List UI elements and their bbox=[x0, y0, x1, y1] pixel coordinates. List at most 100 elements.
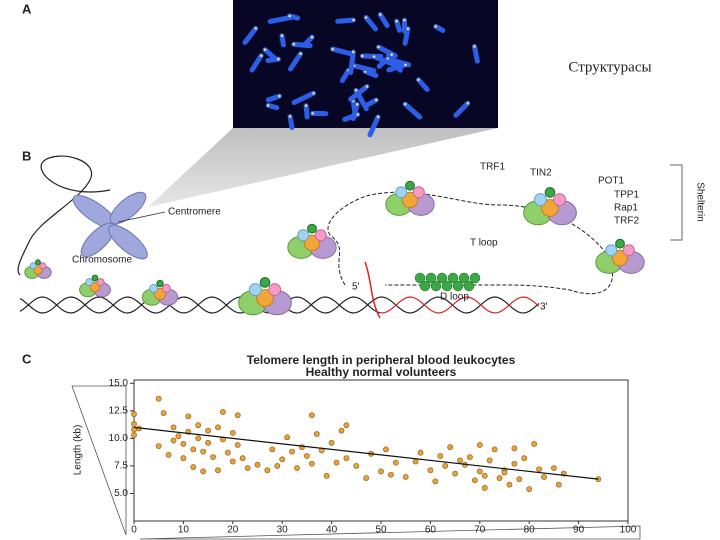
panel-label: B bbox=[22, 148, 31, 163]
point bbox=[274, 463, 281, 469]
t-loop-strand bbox=[327, 191, 614, 295]
point bbox=[313, 431, 320, 437]
y-tick-label: 10.0 bbox=[109, 433, 129, 444]
chromosome bbox=[367, 114, 381, 138]
zoom-funnel bbox=[148, 128, 498, 207]
chromosome bbox=[394, 18, 402, 33]
point bbox=[511, 460, 518, 467]
label: D loop bbox=[440, 292, 469, 303]
x-tick-label: 50 bbox=[375, 525, 387, 536]
point bbox=[476, 442, 483, 448]
point bbox=[343, 422, 350, 429]
bracket bbox=[670, 164, 683, 241]
point bbox=[412, 458, 419, 465]
chromosome bbox=[351, 63, 377, 74]
point bbox=[244, 465, 251, 472]
strand bbox=[379, 296, 540, 314]
point bbox=[387, 471, 394, 478]
telomere-spot bbox=[379, 13, 382, 16]
chromosome bbox=[262, 47, 277, 61]
point bbox=[496, 475, 503, 481]
point bbox=[486, 457, 493, 464]
point bbox=[353, 463, 360, 469]
x-tick-label: 30 bbox=[277, 525, 289, 536]
chromosome bbox=[377, 12, 390, 29]
point bbox=[170, 437, 177, 444]
tpp1 bbox=[39, 262, 47, 270]
telomere-spot bbox=[351, 50, 355, 54]
telomere-spot bbox=[304, 104, 308, 108]
chromosome bbox=[287, 51, 304, 72]
chromosome bbox=[249, 53, 264, 73]
leader-line bbox=[117, 211, 166, 223]
telomere-spot bbox=[299, 52, 302, 56]
point bbox=[205, 427, 211, 434]
point bbox=[170, 424, 177, 431]
point bbox=[442, 463, 449, 469]
decor-wedge bbox=[139, 525, 641, 540]
point bbox=[481, 472, 488, 479]
point bbox=[427, 467, 434, 474]
point bbox=[308, 412, 315, 419]
telomere-spot bbox=[263, 48, 267, 52]
point bbox=[294, 465, 300, 472]
x-tick-label: 100 bbox=[620, 525, 637, 536]
point bbox=[175, 433, 182, 440]
telomere-spot bbox=[254, 27, 258, 30]
telomere-spot bbox=[278, 94, 281, 98]
telomere-spot bbox=[292, 42, 296, 46]
pot1 bbox=[156, 279, 164, 288]
point bbox=[185, 413, 192, 420]
telomere-spot bbox=[403, 102, 407, 106]
chromosome bbox=[342, 112, 361, 122]
point bbox=[190, 446, 197, 453]
point bbox=[437, 453, 444, 459]
y-tick-label: 15.0 bbox=[109, 378, 129, 389]
telomere-spot bbox=[280, 34, 284, 38]
telomere-spot bbox=[356, 113, 360, 116]
point bbox=[269, 446, 276, 453]
telomere-spot bbox=[288, 115, 292, 118]
tin2 bbox=[303, 234, 321, 252]
label: TIN2 bbox=[530, 168, 552, 179]
slide-title: Структурасы bbox=[568, 59, 651, 75]
chromosome bbox=[287, 113, 295, 131]
point bbox=[471, 477, 478, 484]
telomere-spot bbox=[372, 55, 376, 58]
telomere-spot bbox=[331, 47, 334, 51]
pot1 bbox=[149, 283, 159, 293]
overhang bbox=[364, 261, 381, 319]
label: Shelterin bbox=[694, 182, 705, 221]
pot1 bbox=[405, 180, 415, 191]
point bbox=[338, 427, 345, 434]
chromosome bbox=[402, 26, 411, 46]
label: 5' bbox=[352, 282, 360, 293]
point bbox=[432, 478, 439, 485]
point bbox=[155, 395, 162, 402]
chromosome bbox=[364, 97, 379, 108]
panel-label: A bbox=[22, 1, 32, 16]
telomere-spot bbox=[288, 14, 291, 18]
y-axis-label: Length (kb) bbox=[73, 425, 84, 476]
chromosome bbox=[287, 13, 301, 21]
chromosome bbox=[415, 77, 430, 92]
point bbox=[254, 461, 261, 468]
chromosome bbox=[348, 83, 370, 102]
pot1 bbox=[85, 278, 94, 287]
label: Centromere bbox=[168, 207, 221, 218]
point bbox=[417, 449, 424, 456]
point bbox=[511, 445, 518, 452]
telomere-spot bbox=[277, 57, 280, 61]
point bbox=[131, 421, 137, 427]
point bbox=[279, 456, 286, 463]
point bbox=[160, 410, 167, 416]
point bbox=[220, 409, 226, 415]
point bbox=[165, 452, 172, 458]
chromosome bbox=[363, 15, 379, 32]
tpp1 bbox=[622, 244, 635, 257]
point bbox=[155, 443, 162, 449]
point bbox=[200, 448, 207, 455]
point bbox=[452, 470, 458, 477]
telomere-spot bbox=[365, 85, 369, 88]
